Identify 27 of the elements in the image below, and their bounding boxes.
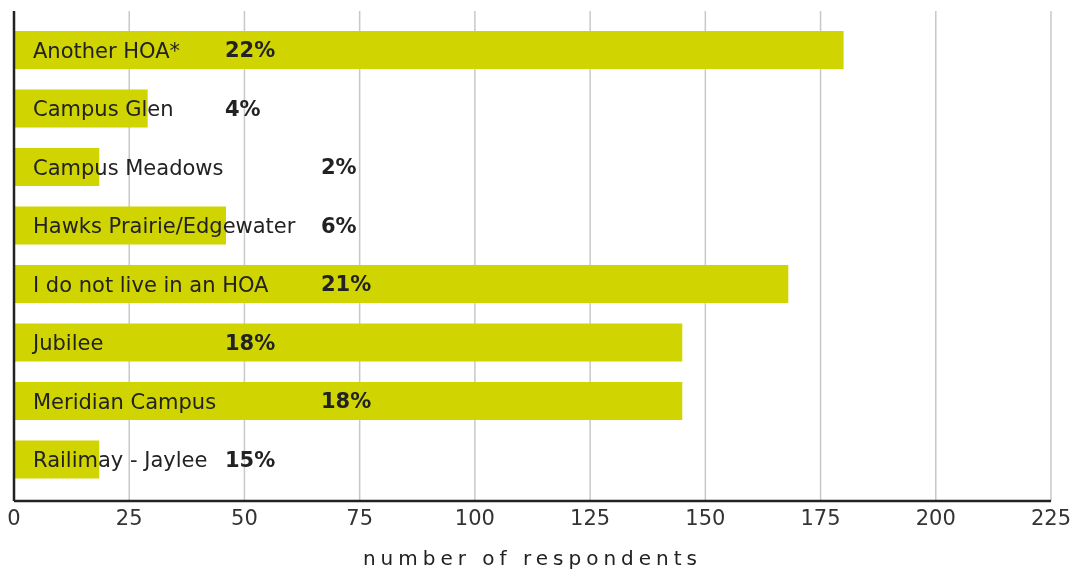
y-tick-label: Jubilee [31,331,104,356]
annotation: 2% [321,155,357,180]
x-tick-label: 175 [800,505,841,530]
y-tick-label: Meridian Campus [33,389,217,414]
x-tick-label: 125 [570,505,611,530]
bar [14,323,683,362]
x-tick-label: 200 [915,505,956,530]
y-tick-label: Another HOA* [33,38,181,63]
annotation: 4% [225,96,261,121]
x-tick-label: 50 [231,505,258,530]
x-tick-label: 225 [1030,505,1072,530]
annotation: 18% [225,330,276,355]
x-tick-label: 150 [685,505,726,530]
x-tick-label: 100 [454,505,495,530]
bar [14,31,844,69]
bar [14,265,789,303]
bar [14,382,683,420]
annotation: 22% [225,38,276,63]
y-tick-label: I do not live in an HOA [33,272,270,297]
x-tick-label: 25 [115,505,143,530]
x-axis-title: number of respondents [362,546,703,570]
x-tick-label: 0 [7,505,21,530]
annotation: 15% [225,447,276,472]
annotation: 18% [321,389,372,414]
annotation: 21% [321,272,372,297]
annotation: 6% [321,213,357,238]
x-tick-label: 75 [346,505,374,530]
